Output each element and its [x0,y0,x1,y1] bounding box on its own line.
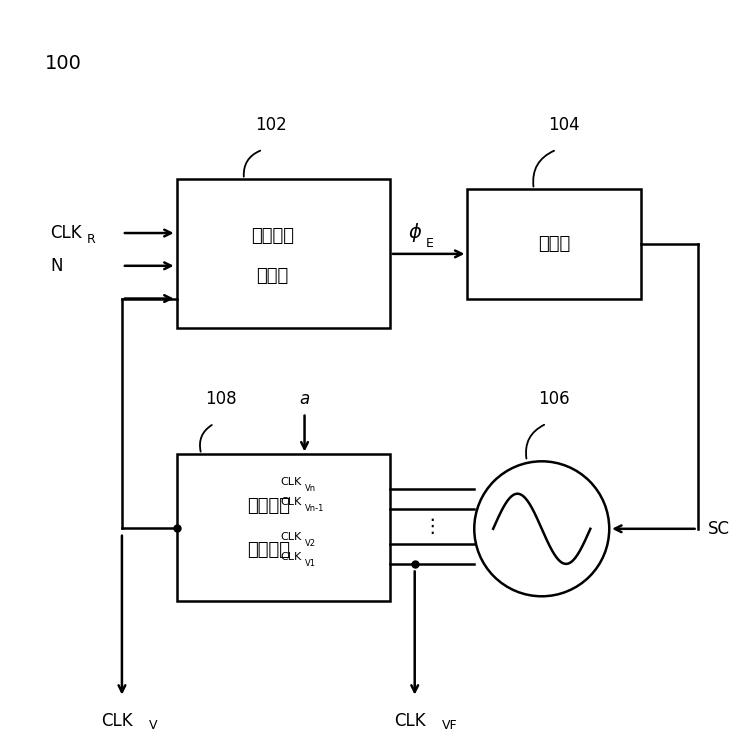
Text: VF: VF [441,719,457,733]
Text: 108: 108 [206,390,237,408]
Text: N: N [50,257,63,275]
Text: Vn-1: Vn-1 [304,504,324,513]
Text: CLK: CLK [394,713,425,730]
Bar [176,179,390,329]
Text: 相位误差: 相位误差 [251,227,294,245]
Text: Vn: Vn [304,484,316,493]
Text: 100: 100 [44,54,81,73]
Text: 102: 102 [255,115,287,134]
Text: E: E [425,237,434,250]
Text: V: V [149,719,157,733]
Text: 基于相位: 基于相位 [247,497,290,515]
Text: ⋮: ⋮ [422,517,442,536]
Text: 106: 106 [538,390,569,408]
Text: 的分频器: 的分频器 [247,541,290,559]
Text: CLK: CLK [281,551,302,562]
Text: V2: V2 [304,539,316,548]
Text: V1: V1 [304,559,316,568]
Text: CLK: CLK [281,477,302,487]
Text: CLK: CLK [101,713,133,730]
Bar [176,454,390,602]
Text: R: R [87,234,96,246]
Text: CLK: CLK [281,497,302,507]
Bar [468,189,641,298]
Text: CLK: CLK [50,224,82,242]
Text: ϕ: ϕ [409,223,422,242]
Text: 104: 104 [547,115,579,134]
Text: CLK: CLK [281,532,302,542]
Text: 滤波器: 滤波器 [538,235,570,253]
Text: a: a [300,390,309,408]
Text: 产生器: 产生器 [257,267,288,285]
Text: SC: SC [708,519,730,538]
